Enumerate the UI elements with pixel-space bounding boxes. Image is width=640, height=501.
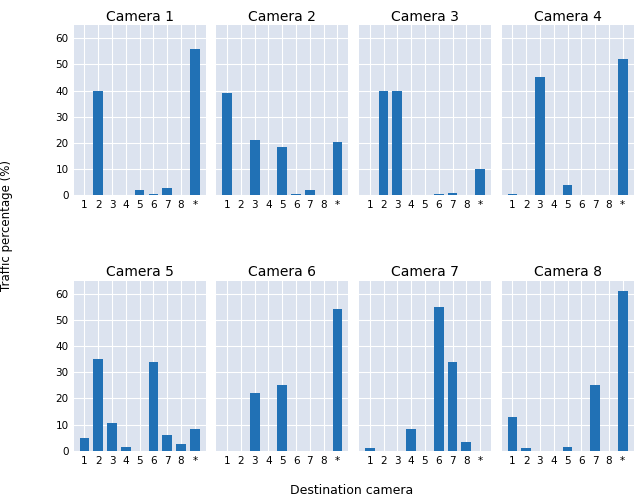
Bar [278,147,287,195]
Bar [163,187,172,195]
Title: Camera 7: Camera 7 [391,266,459,280]
Bar [190,429,200,451]
Bar [93,359,103,451]
Bar [379,91,388,195]
Bar [333,310,342,451]
Bar [135,190,145,195]
Bar [508,417,517,451]
Bar [250,140,259,195]
Bar [93,91,103,195]
Title: Camera 2: Camera 2 [248,10,316,24]
Bar [190,49,200,195]
Bar [434,307,444,451]
Bar [222,93,232,195]
Bar [461,442,471,451]
Bar [176,444,186,451]
Bar [291,194,301,195]
Bar [522,448,531,451]
Bar [121,447,131,451]
Title: Camera 8: Camera 8 [534,266,602,280]
Bar [563,447,572,451]
Title: Camera 6: Camera 6 [248,266,316,280]
Bar [79,438,89,451]
Title: Camera 4: Camera 4 [534,10,602,24]
Bar [250,393,259,451]
Bar [333,142,342,195]
Bar [508,194,517,195]
Text: Destination camera: Destination camera [291,484,413,497]
Bar [618,59,628,195]
Bar [590,385,600,451]
Bar [108,423,117,451]
Bar [618,291,628,451]
Title: Camera 1: Camera 1 [106,10,173,24]
Bar [476,169,485,195]
Bar [406,429,416,451]
Title: Camera 5: Camera 5 [106,266,173,280]
Bar [305,190,315,195]
Bar [163,435,172,451]
Bar [563,185,572,195]
Bar [148,362,158,451]
Bar [278,385,287,451]
Bar [448,193,458,195]
Bar [448,362,458,451]
Bar [535,78,545,195]
Bar [365,448,374,451]
Bar [148,194,158,195]
Bar [392,91,402,195]
Title: Camera 3: Camera 3 [391,10,459,24]
Bar [434,194,444,195]
Text: Traffic percentage (%): Traffic percentage (%) [0,160,13,291]
